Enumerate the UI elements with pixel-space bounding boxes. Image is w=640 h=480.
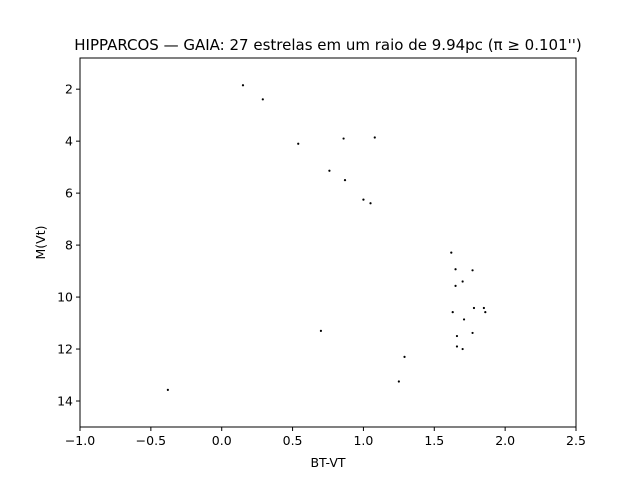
chart-title: HIPPARCOS — GAIA: 27 estrelas em um raio… xyxy=(74,36,581,54)
y-tick-label: 10 xyxy=(57,290,73,305)
data-point-27 xyxy=(166,388,169,391)
data-point-7 xyxy=(343,179,347,182)
data-point-19 xyxy=(462,318,466,321)
data-point-4 xyxy=(342,137,345,140)
x-tick-label: 2.5 xyxy=(566,433,586,448)
x-axis-ticks: −1.0 −0.5 0.0 0.5 1.0 1.5 2.0 2.5 xyxy=(65,427,586,448)
data-point-13 xyxy=(461,280,464,283)
y-axis-label: M(Vt) xyxy=(33,226,48,260)
data-point-21 xyxy=(471,331,474,335)
y-tick-label: 8 xyxy=(65,238,73,253)
y-tick-label: 14 xyxy=(57,394,73,409)
y-tick-label: 2 xyxy=(65,82,73,97)
points-layer xyxy=(166,84,487,391)
data-point-23 xyxy=(455,345,459,348)
data-point-26 xyxy=(397,380,400,383)
data-point-9 xyxy=(369,202,372,205)
x-tick-label: 1.5 xyxy=(424,433,444,448)
plot-area-frame xyxy=(79,57,577,428)
y-tick-label: 12 xyxy=(57,342,73,357)
data-point-25 xyxy=(403,355,406,358)
x-tick-label: 1.0 xyxy=(353,433,373,448)
x-axis-label: BT-VT xyxy=(310,455,345,470)
data-point-5 xyxy=(373,136,376,139)
data-point-14 xyxy=(454,284,457,287)
x-tick-label: −1.0 xyxy=(65,433,95,448)
data-point-22 xyxy=(455,334,459,338)
x-tick-label: 0.5 xyxy=(283,433,303,448)
data-point-6 xyxy=(328,169,331,172)
data-point-2 xyxy=(261,98,264,101)
data-point-10 xyxy=(450,251,453,254)
y-tick-label: 4 xyxy=(65,134,73,149)
data-point-16 xyxy=(482,306,485,310)
data-point-18 xyxy=(451,311,454,314)
data-point-8 xyxy=(362,198,365,201)
data-point-3 xyxy=(297,142,300,145)
x-tick-label: 0.0 xyxy=(212,433,232,448)
data-point-1 xyxy=(241,84,245,87)
y-axis-ticks: 2 4 6 8 10 12 14 xyxy=(57,82,80,409)
data-point-12 xyxy=(471,269,474,272)
data-point-17 xyxy=(484,311,487,314)
y-tick-label: 6 xyxy=(65,186,73,201)
data-point-24 xyxy=(461,347,464,351)
data-point-20 xyxy=(319,329,323,332)
x-tick-label: −0.5 xyxy=(136,433,166,448)
data-point-15 xyxy=(472,306,476,310)
data-point-11 xyxy=(454,268,457,271)
x-tick-label: 2.0 xyxy=(495,433,515,448)
